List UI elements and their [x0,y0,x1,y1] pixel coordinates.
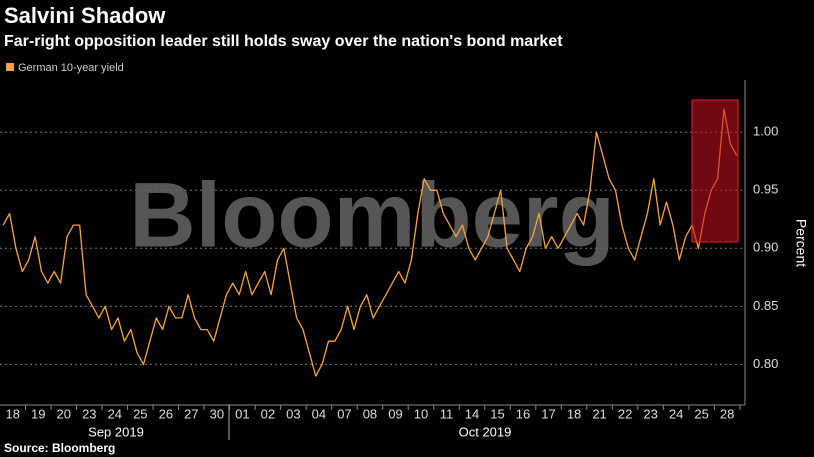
x-tick-label: 25 [133,406,147,421]
x-tick-label: 20 [57,406,71,421]
x-tick-label: 14 [465,406,479,421]
x-tick-label: 24 [669,406,683,421]
series-line [2,108,738,377]
x-tick-label: 10 [414,406,428,421]
x-tick-label: 11 [440,406,454,421]
x-tick-label: 18 [6,406,20,421]
x-tick-label: 03 [286,406,300,421]
y-tick-label: 0.90 [753,240,778,255]
chart-subtitle: Far-right opposition leader still holds … [4,33,563,50]
month-label: Sep 2019 [88,424,144,439]
x-tick-label: 25 [694,406,708,421]
x-tick-label: 23 [82,406,96,421]
y-tick-label: 0.80 [753,356,778,371]
legend-swatch [6,63,14,71]
x-tick-label: 08 [363,406,377,421]
x-tick-label: 28 [720,406,734,421]
x-tick-label: 21 [592,406,606,421]
source: Source: Bloomberg [4,441,115,455]
x-tick-label: 26 [159,406,173,421]
month-label: Oct 2019 [459,424,512,439]
watermark: Bloomberg [129,164,615,266]
chart-title: Salvini Shadow [4,3,166,28]
legend-label: German 10-year yield [18,62,124,74]
x-tick-label: 22 [618,406,632,421]
y-tick-label: 0.85 [753,298,778,313]
x-tick-label: 27 [184,406,198,421]
y-axis-label: Percent [793,219,809,267]
highlight-box [691,99,739,243]
x-tick-label: 16 [516,406,530,421]
x-tick-label: 19 [31,406,45,421]
x-tick-label: 04 [312,406,326,421]
x-tick-label: 07 [337,406,351,421]
x-tick-label: 18 [567,406,581,421]
x-tick-label: 01 [235,406,249,421]
x-tick-label: 17 [541,406,555,421]
x-tick-label: 15 [490,406,504,421]
x-tick-label: 09 [388,406,402,421]
x-tick-label: 02 [261,406,275,421]
x-tick-label: 23 [643,406,657,421]
x-tick-label: 30 [210,406,224,421]
y-tick-label: 0.95 [753,182,778,197]
x-tick-label: 24 [108,406,122,421]
y-tick-label: 1.00 [753,124,778,139]
